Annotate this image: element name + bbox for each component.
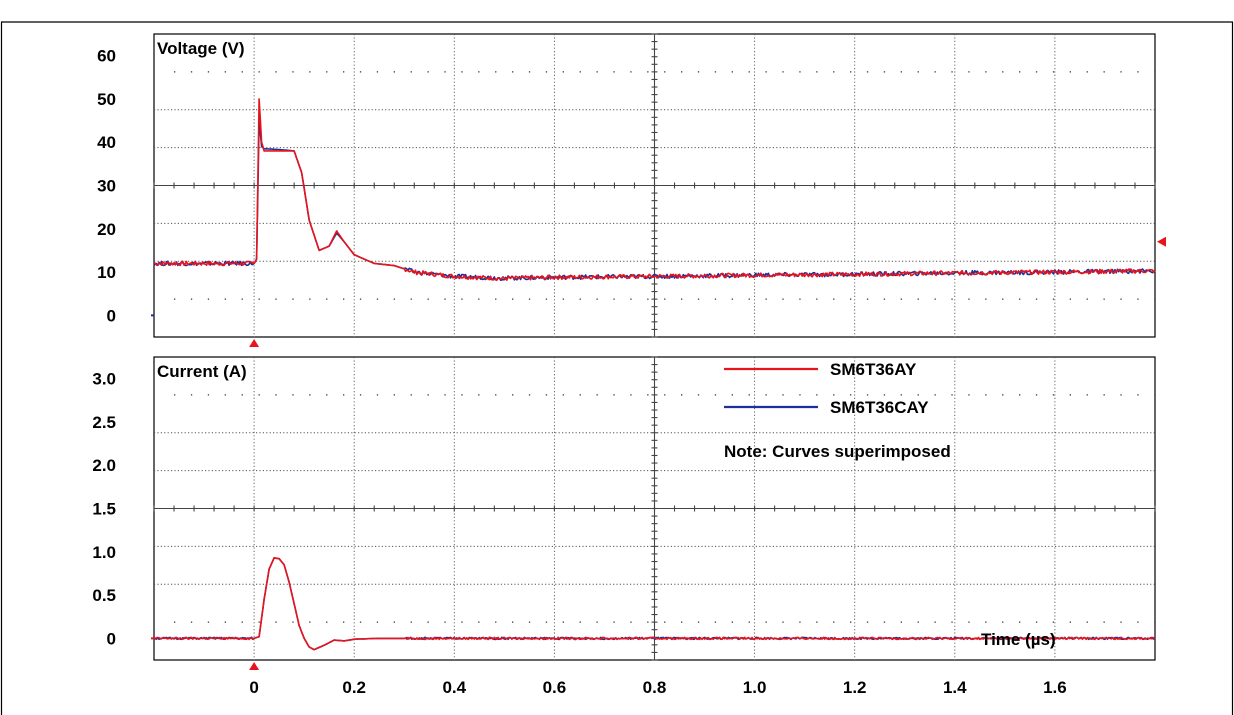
legend-note: Note: Curves superimposed xyxy=(724,442,951,461)
x-tick-labels: 0 0.2 0.4 0.6 0.8 1.0 1.2 1.4 1.6 xyxy=(249,678,1066,697)
x-tick-label: 0.2 xyxy=(342,678,366,697)
current-panel: Current (A) 3.0 2.5 2.0 1.5 1.0 0.5 0 SM6T36AY… xyxy=(92,356,1156,670)
current-panel-title: Current (A) xyxy=(157,362,247,381)
current-traces xyxy=(153,557,1156,651)
voltage-traces xyxy=(153,98,1156,282)
legend-label-sm6t36ay: SM6T36AY xyxy=(830,360,917,379)
y-tick-label: 2.5 xyxy=(92,413,116,432)
y-tick-label: 30 xyxy=(97,177,116,196)
y-tick-label: 50 xyxy=(97,90,116,109)
current-ytick-labels: 3.0 2.5 2.0 1.5 1.0 0.5 0 xyxy=(92,370,116,649)
y-tick-label: 20 xyxy=(97,220,116,239)
voltage-panel-title: Voltage (V) xyxy=(157,39,245,58)
trace-sm6t36ay xyxy=(153,98,1156,282)
voltage-panel: Voltage (V) 60 50 40 30 20 10 0 xyxy=(97,33,1166,347)
legend: SM6T36AY SM6T36CAY Note: Curves superimp… xyxy=(724,360,951,461)
y-tick-label: 0 xyxy=(107,306,116,325)
voltage-markers xyxy=(151,236,1166,347)
trigger-marker xyxy=(249,662,260,670)
trace-sm6t36ay xyxy=(153,557,1156,651)
x-tick-label: 0.4 xyxy=(442,678,466,697)
x-tick-label: 1.0 xyxy=(743,678,767,697)
voltage-ytick-labels: 60 50 40 30 20 10 0 xyxy=(97,47,116,326)
x-tick-label: 0 xyxy=(249,678,258,697)
y-tick-label: 1.5 xyxy=(92,500,116,519)
y-tick-label: 2.0 xyxy=(92,456,116,475)
voltage-grid xyxy=(153,33,1156,338)
x-tick-label: 1.4 xyxy=(943,678,967,697)
x-axis-title: Time (µs) xyxy=(981,630,1056,649)
y-tick-label: 0.5 xyxy=(92,586,116,605)
legend-label-sm6t36cay: SM6T36CAY xyxy=(830,398,929,417)
x-tick-label: 1.2 xyxy=(843,678,867,697)
x-tick-label: 0.8 xyxy=(643,678,667,697)
y-tick-label: 1.0 xyxy=(92,543,116,562)
trigger-marker xyxy=(249,339,260,347)
current-markers xyxy=(151,637,260,670)
y-tick-label: 40 xyxy=(97,133,116,152)
y-tick-label: 60 xyxy=(97,47,116,66)
y-tick-label: 3.0 xyxy=(92,370,116,389)
y-tick-label: 10 xyxy=(97,263,116,282)
y-tick-label: 0 xyxy=(107,629,116,648)
x-tick-label: 1.6 xyxy=(1043,678,1067,697)
current-grid xyxy=(153,356,1156,661)
level-marker xyxy=(1157,236,1166,247)
x-tick-label: 0.6 xyxy=(543,678,567,697)
